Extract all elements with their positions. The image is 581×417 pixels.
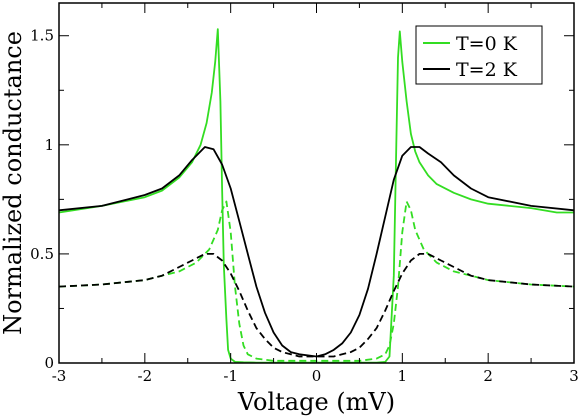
y-tick-label: 0 xyxy=(44,354,54,372)
ticks-layer: -3 -2 -1 0 1 2 3 0 0.5 1 1.5 xyxy=(30,3,579,385)
x-tick-label: -1 xyxy=(223,367,238,385)
y-axis-title: Normalized conductance xyxy=(0,31,27,335)
series-line-4 xyxy=(58,252,575,358)
x-tick-label: 2 xyxy=(483,367,493,385)
y-tick-label: 1.5 xyxy=(30,27,54,45)
x-tick-label: 3 xyxy=(569,367,579,385)
legend-box xyxy=(415,25,543,85)
x-tick-label: -3 xyxy=(52,367,67,385)
legend: T=0 K T=2 K xyxy=(415,25,543,85)
x-tick-label: -2 xyxy=(138,367,153,385)
y-tick-label: 1 xyxy=(44,136,54,154)
x-tick-label: 1 xyxy=(398,367,408,385)
x-tick-label: 0 xyxy=(312,367,322,385)
legend-label-t2: T=2 K xyxy=(456,59,518,81)
x-axis-title: Voltage (mV) xyxy=(237,388,395,416)
legend-label-t0: T=0 K xyxy=(456,33,518,55)
y-tick-label: 0.5 xyxy=(30,245,54,263)
series-line-2 xyxy=(58,146,575,358)
